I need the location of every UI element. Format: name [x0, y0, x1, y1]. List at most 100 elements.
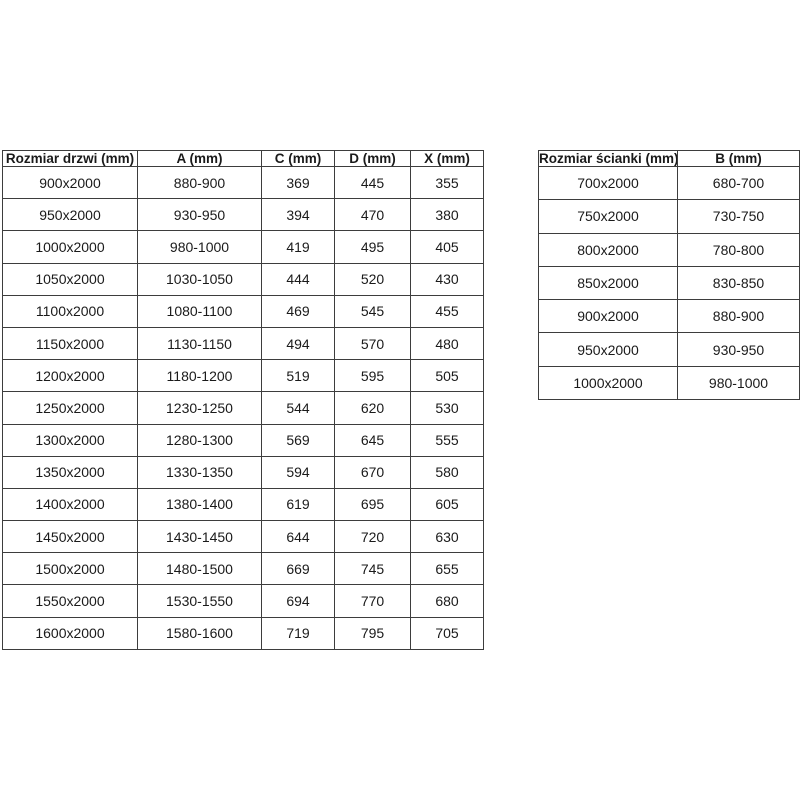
wall-size-table: Rozmiar ścianki (mm) B (mm) 700x2000 680-70…: [538, 150, 800, 401]
table-cell: 494: [261, 326, 335, 361]
table-cell: 555: [410, 423, 484, 457]
table-cell: 705: [410, 616, 484, 651]
table-row: 1500x2000 1480-1500 669 745 655: [2, 552, 484, 586]
table-cell: 545: [334, 294, 411, 328]
table-cell: 580: [410, 455, 484, 489]
table-cell: 570: [334, 326, 411, 361]
header-cell: D (mm): [334, 150, 411, 167]
table-cell: 1330-1350: [137, 455, 262, 489]
table-cell: 630: [410, 520, 484, 554]
table-cell: 980-1000: [677, 365, 800, 401]
table-cell: 730-750: [677, 199, 800, 234]
table-cell: 1550x2000: [2, 584, 138, 618]
table-cell: 950x2000: [538, 332, 678, 367]
table-row: 1600x2000 1580-1600 719 795 705: [2, 616, 484, 651]
table-cell: 680: [410, 584, 484, 618]
table-row: 1100x2000 1080-1100 469 545 455: [2, 294, 484, 328]
table-cell: 670: [334, 455, 411, 489]
table-cell: 1000x2000: [538, 365, 678, 401]
table-cell: 645: [334, 423, 411, 457]
table-cell: 1180-1200: [137, 359, 262, 393]
table-cell: 780-800: [677, 232, 800, 267]
table-row: 950x2000 930-950 394 470 380: [2, 198, 484, 232]
table-cell: 900x2000: [2, 165, 138, 200]
table-cell: 930-950: [137, 198, 262, 232]
table-cell: 850x2000: [538, 265, 678, 301]
table-cell: 719: [261, 616, 335, 651]
table-row: 1300x2000 1280-1300 569 645 555: [2, 423, 484, 457]
door-size-table: Rozmiar drzwi (mm) A (mm) C (mm) D (mm) X (m…: [2, 150, 484, 651]
table-cell: 950x2000: [2, 198, 138, 232]
table-cell: 445: [334, 165, 411, 200]
table-cell: 695: [334, 487, 411, 522]
table-row: 1450x2000 1430-1450 644 720 630: [2, 520, 484, 554]
table-cell: 1530-1550: [137, 584, 262, 618]
table-cell: 770: [334, 584, 411, 618]
table-cell: 594: [261, 455, 335, 489]
table-cell: 505: [410, 359, 484, 393]
table-cell: 470: [334, 198, 411, 232]
table-cell: 419: [261, 230, 335, 264]
table-cell: 1600x2000: [2, 616, 138, 651]
table-cell: 800x2000: [538, 232, 678, 267]
table-cell: 520: [334, 262, 411, 296]
table-row: 1350x2000 1330-1350 594 670 580: [2, 455, 484, 489]
header-cell: Rozmiar ścianki (mm): [538, 150, 678, 167]
table-cell: 444: [261, 262, 335, 296]
table-cell: 469: [261, 294, 335, 328]
table-row: 900x2000 880-900: [538, 299, 800, 334]
table-row: 1000x2000 980-1000 419 495 405: [2, 230, 484, 264]
header-cell: A (mm): [137, 150, 262, 167]
table-cell: 1300x2000: [2, 423, 138, 457]
table-row: 1400x2000 1380-1400 619 695 605: [2, 487, 484, 522]
table-cell: 1450x2000: [2, 520, 138, 554]
table-cell: 619: [261, 487, 335, 522]
table-cell: 880-900: [677, 299, 800, 334]
header-row: Rozmiar ścianki (mm) B (mm): [538, 150, 800, 167]
table-row: 1050x2000 1030-1050 444 520 430: [2, 262, 484, 296]
table-cell: 530: [410, 391, 484, 425]
header-cell: X (mm): [410, 150, 484, 167]
table-cell: 595: [334, 359, 411, 393]
table-cell: 1000x2000: [2, 230, 138, 264]
table-cell: 380: [410, 198, 484, 232]
table-row: 1000x2000 980-1000: [538, 365, 800, 401]
table-cell: 495: [334, 230, 411, 264]
table-cell: 1380-1400: [137, 487, 262, 522]
table-row: 900x2000 880-900 369 445 355: [2, 165, 484, 200]
table-cell: 1250x2000: [2, 391, 138, 425]
table-cell: 1080-1100: [137, 294, 262, 328]
table-cell: 1280-1300: [137, 423, 262, 457]
table-cell: 1100x2000: [2, 294, 138, 328]
table-cell: 655: [410, 552, 484, 586]
table-cell: 620: [334, 391, 411, 425]
table-cell: 569: [261, 423, 335, 457]
table-cell: 544: [261, 391, 335, 425]
table-cell: 519: [261, 359, 335, 393]
table-cell: 455: [410, 294, 484, 328]
table-row: 950x2000 930-950: [538, 332, 800, 367]
table-cell: 750x2000: [538, 199, 678, 234]
table-cell: 1050x2000: [2, 262, 138, 296]
header-cell: C (mm): [261, 150, 335, 167]
table-row: 1150x2000 1130-1150 494 570 480: [2, 326, 484, 361]
table-cell: 1500x2000: [2, 552, 138, 586]
header-cell: B (mm): [677, 150, 800, 167]
table-row: 1250x2000 1230-1250 544 620 530: [2, 391, 484, 425]
table-cell: 900x2000: [538, 299, 678, 334]
table-cell: 480: [410, 326, 484, 361]
table-cell: 1130-1150: [137, 326, 262, 361]
table-cell: 430: [410, 262, 484, 296]
table-cell: 980-1000: [137, 230, 262, 264]
table-cell: 1150x2000: [2, 326, 138, 361]
table-cell: 405: [410, 230, 484, 264]
table-cell: 369: [261, 165, 335, 200]
table-cell: 745: [334, 552, 411, 586]
table-cell: 880-900: [137, 165, 262, 200]
table-cell: 1230-1250: [137, 391, 262, 425]
header-row: Rozmiar drzwi (mm) A (mm) C (mm) D (mm) X (m…: [2, 150, 484, 167]
table-cell: 700x2000: [538, 165, 678, 201]
table-cell: 930-950: [677, 332, 800, 367]
table-row: 1200x2000 1180-1200 519 595 505: [2, 359, 484, 393]
